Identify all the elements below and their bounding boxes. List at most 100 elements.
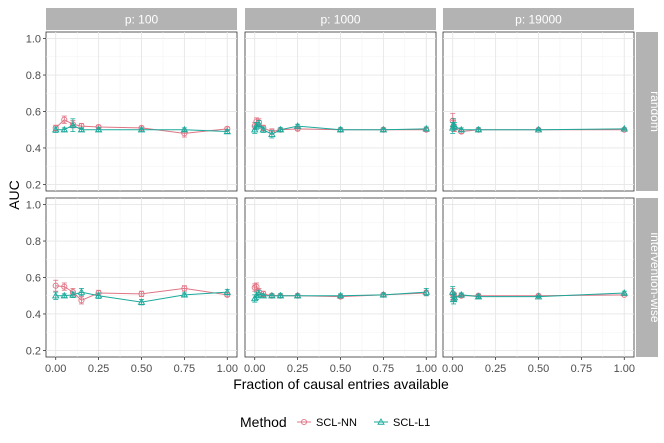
error-bar: [70, 118, 76, 132]
data-point-triangle: [77, 288, 86, 295]
data-point-triangle: [276, 291, 285, 299]
panel-p-19000-random: [442, 31, 635, 192]
x-tick-label: 0.50: [131, 363, 152, 375]
data-point-triangle: [137, 125, 146, 133]
data-point-circle: [138, 290, 145, 297]
x-tick-label: 1.00: [416, 363, 437, 375]
data-point-triangle: [223, 288, 232, 295]
data-point-triangle: [336, 291, 345, 299]
facet-strip-random: random: [636, 32, 662, 191]
gridlines: [46, 198, 237, 357]
panel-p-19000-intervention-wise: 0.00 0.25 0.50 0.75 1.00: [442, 197, 635, 375]
data-point-triangle: [60, 125, 69, 133]
facet-strip-p-19000: p: 19000: [443, 8, 634, 30]
series-scl-l1: [448, 286, 629, 305]
data-point-triangle: [51, 291, 60, 299]
data-point-triangle: [252, 122, 261, 129]
facet-strip-label: p: 19000: [515, 13, 562, 27]
series-scl-l1: [51, 118, 232, 135]
series-scl-l1: [250, 288, 431, 303]
y-tick-label: 0.4: [26, 309, 41, 321]
data-point-triangle: [268, 130, 276, 137]
facet-strip-p-1000: p: 1000: [245, 8, 436, 30]
data-point-triangle: [180, 290, 189, 298]
data-point-triangle: [255, 290, 263, 297]
panel-p-1000-intervention-wise: 0.00 0.25 0.50 0.75 1.00: [244, 197, 437, 375]
data-point-triangle: [94, 291, 103, 299]
data-point-triangle: [474, 292, 483, 300]
y-axis-title: AUC: [6, 180, 22, 210]
data-point-triangle: [276, 125, 285, 133]
legend-key-triangle: [377, 418, 385, 425]
data-point-triangle: [51, 125, 60, 133]
data-point-triangle: [422, 124, 431, 132]
legend-items: SCL-NN SCL-L1: [297, 417, 430, 429]
data-point-triangle: [620, 289, 629, 296]
data-point-circle: [253, 283, 260, 290]
data-point-triangle: [137, 298, 146, 305]
x-tick-label: 0.75: [174, 363, 195, 375]
y-tick-label: 0.2: [26, 179, 41, 191]
data-point-triangle: [259, 125, 268, 133]
data-point-triangle: [457, 290, 466, 298]
facet-strip-label: intervention-wise: [648, 232, 662, 322]
facet-strip-bg: [245, 8, 436, 30]
gridlines: [46, 32, 237, 191]
gridlines: [443, 32, 634, 191]
x-tick-label: 0.50: [528, 363, 549, 375]
legend-item-scl-nn: SCL-NN: [297, 417, 357, 429]
x-tick-label: 0.25: [485, 363, 506, 375]
x-tick-label: 0.00: [442, 363, 463, 375]
data-point-circle: [78, 297, 85, 304]
y-tick-label: 1.0: [26, 34, 41, 46]
x-tick-label: 0.25: [88, 363, 109, 375]
facet-strip-bg: [636, 198, 658, 357]
y-tick-label: 0.8: [26, 70, 41, 82]
facet-strip-bg: [46, 8, 237, 30]
facet-strip-bg: [636, 32, 658, 191]
legend-title: Method: [240, 414, 287, 430]
data-point-triangle: [422, 288, 431, 295]
legend-label: SCL-L1: [393, 417, 430, 429]
data-point-triangle: [60, 291, 69, 299]
data-point-triangle: [620, 124, 629, 132]
x-tick-label: 0.75: [571, 363, 592, 375]
series-scl-l1: [448, 118, 629, 134]
gridlines: [245, 32, 436, 191]
data-point-triangle: [69, 121, 77, 128]
facet-strip-bg: [443, 8, 634, 30]
x-tick-label: 0.00: [244, 363, 265, 375]
data-point-triangle: [457, 125, 466, 133]
facet-panels: p: 100 p: 1000 p: 19000 random intervention-…: [26, 8, 662, 375]
legend-key-circle: [300, 418, 308, 426]
data-point-triangle: [534, 292, 543, 300]
panel-p-1000-random: [244, 31, 437, 192]
data-point-triangle: [223, 127, 232, 135]
facet-strip-label: p: 1000: [320, 13, 360, 27]
y-tick-label: 1.0: [26, 200, 41, 212]
x-axis-title: Fraction of causal entries available: [233, 376, 449, 392]
gridlines: [245, 198, 436, 357]
facet-strip-intervention-wise: intervention-wise: [636, 198, 662, 357]
data-point-triangle: [180, 125, 189, 133]
data-point-triangle: [293, 122, 302, 129]
x-tick-label: 0.75: [373, 363, 394, 375]
panel-p-100-intervention-wise: 0.2 0.4 0.6 0.8 1.0 0.00 0.25 0.50 0.75 1.00: [26, 197, 238, 375]
data-point-triangle: [77, 125, 86, 133]
data-point-triangle: [379, 290, 388, 298]
data-point-triangle: [448, 288, 457, 295]
legend-label: SCL-NN: [316, 417, 357, 429]
data-point-triangle: [336, 125, 345, 133]
data-point-triangle: [450, 122, 459, 129]
data-point-circle: [52, 282, 59, 289]
data-point-triangle: [268, 291, 276, 299]
legend-item-scl-l1: SCL-L1: [374, 417, 430, 429]
data-point-triangle: [293, 291, 302, 299]
data-point-triangle: [259, 291, 268, 299]
series-line: [55, 119, 228, 134]
series-scl-l1: [51, 288, 232, 306]
data-point-triangle: [252, 291, 261, 299]
facet-strip-label: random: [648, 91, 662, 132]
x-tick-label: 1.00: [614, 363, 635, 375]
